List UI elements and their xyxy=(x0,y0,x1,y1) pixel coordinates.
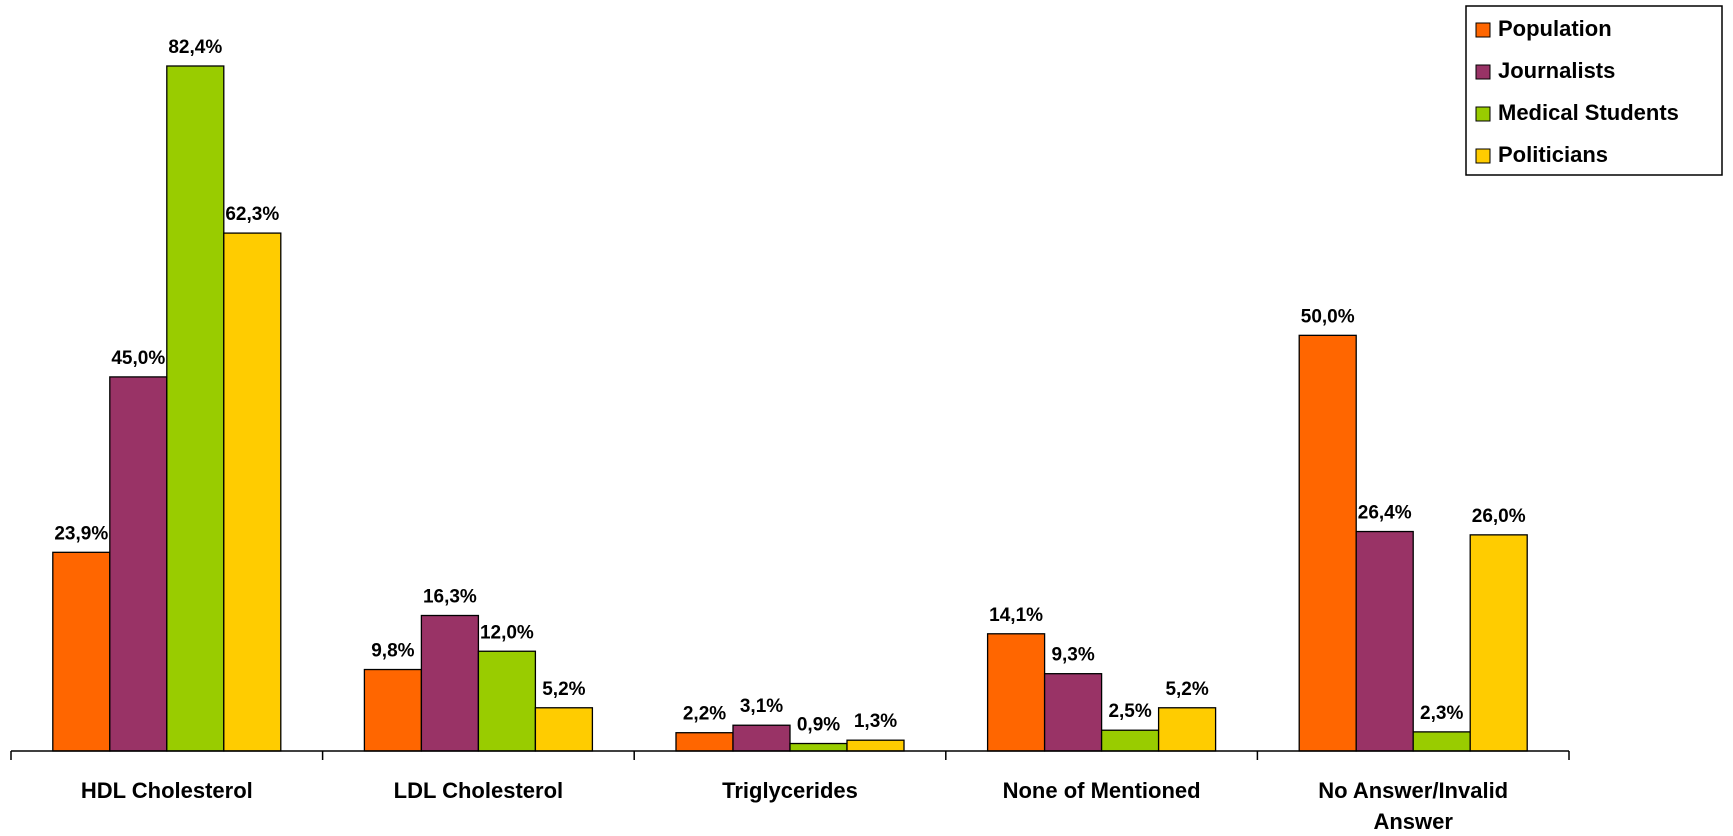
legend-box xyxy=(1465,5,1723,176)
bar xyxy=(534,707,594,752)
data-label: 1,3% xyxy=(854,711,897,732)
data-label: 16,3% xyxy=(423,587,477,608)
legend-swatch xyxy=(1475,148,1491,164)
data-label: 62,3% xyxy=(225,204,279,225)
data-label: 5,2% xyxy=(1165,679,1208,700)
bar xyxy=(109,376,168,752)
legend-swatch xyxy=(1475,64,1491,80)
x-tick-label: HDL Cholesterol xyxy=(80,778,253,803)
bar xyxy=(1355,530,1414,752)
x-tick-label: No Answer/Invalid Answer xyxy=(1318,778,1509,834)
x-tick-label: LDL Cholesterol xyxy=(393,778,564,803)
bar xyxy=(477,650,537,752)
data-label: 12,0% xyxy=(480,622,534,643)
bar xyxy=(675,732,734,752)
legend-swatch xyxy=(1475,22,1491,38)
bar xyxy=(363,668,423,752)
bar xyxy=(1412,731,1471,752)
data-label: 3,1% xyxy=(740,696,783,717)
bar xyxy=(986,633,1046,752)
bar xyxy=(1043,673,1103,752)
bar xyxy=(1100,729,1160,752)
bar xyxy=(846,739,905,752)
data-label: 2,5% xyxy=(1108,701,1151,722)
bar xyxy=(732,724,791,752)
x-tick-label: Triglycerides xyxy=(722,778,858,803)
data-label: 23,9% xyxy=(54,523,108,544)
bar xyxy=(1469,534,1528,752)
data-label: 5,2% xyxy=(542,679,585,700)
data-label: 9,3% xyxy=(1051,645,1094,666)
legend-label: Journalists xyxy=(1498,58,1615,83)
data-label: 26,4% xyxy=(1358,503,1412,524)
legend-swatch xyxy=(1475,106,1491,122)
legend-label: Politicians xyxy=(1498,142,1608,167)
bar xyxy=(420,614,480,752)
legend-label: Population xyxy=(1498,16,1612,41)
data-label: 2,3% xyxy=(1420,703,1463,724)
legend-label: Medical Students xyxy=(1498,100,1679,125)
bar xyxy=(1298,334,1357,752)
data-label: 50,0% xyxy=(1301,306,1355,327)
bar xyxy=(52,551,111,752)
data-label: 45,0% xyxy=(111,348,165,369)
bar xyxy=(1157,707,1217,752)
data-label: 0,9% xyxy=(797,715,840,736)
bar xyxy=(223,232,282,752)
data-label: 9,8% xyxy=(371,641,414,662)
data-label: 82,4% xyxy=(168,37,222,58)
x-tick-label: None of Mentioned xyxy=(1002,778,1201,803)
bar xyxy=(166,65,225,752)
bar xyxy=(789,742,848,752)
data-label: 2,2% xyxy=(683,704,726,725)
data-label: 26,0% xyxy=(1472,506,1526,527)
data-label: 14,1% xyxy=(989,605,1043,626)
